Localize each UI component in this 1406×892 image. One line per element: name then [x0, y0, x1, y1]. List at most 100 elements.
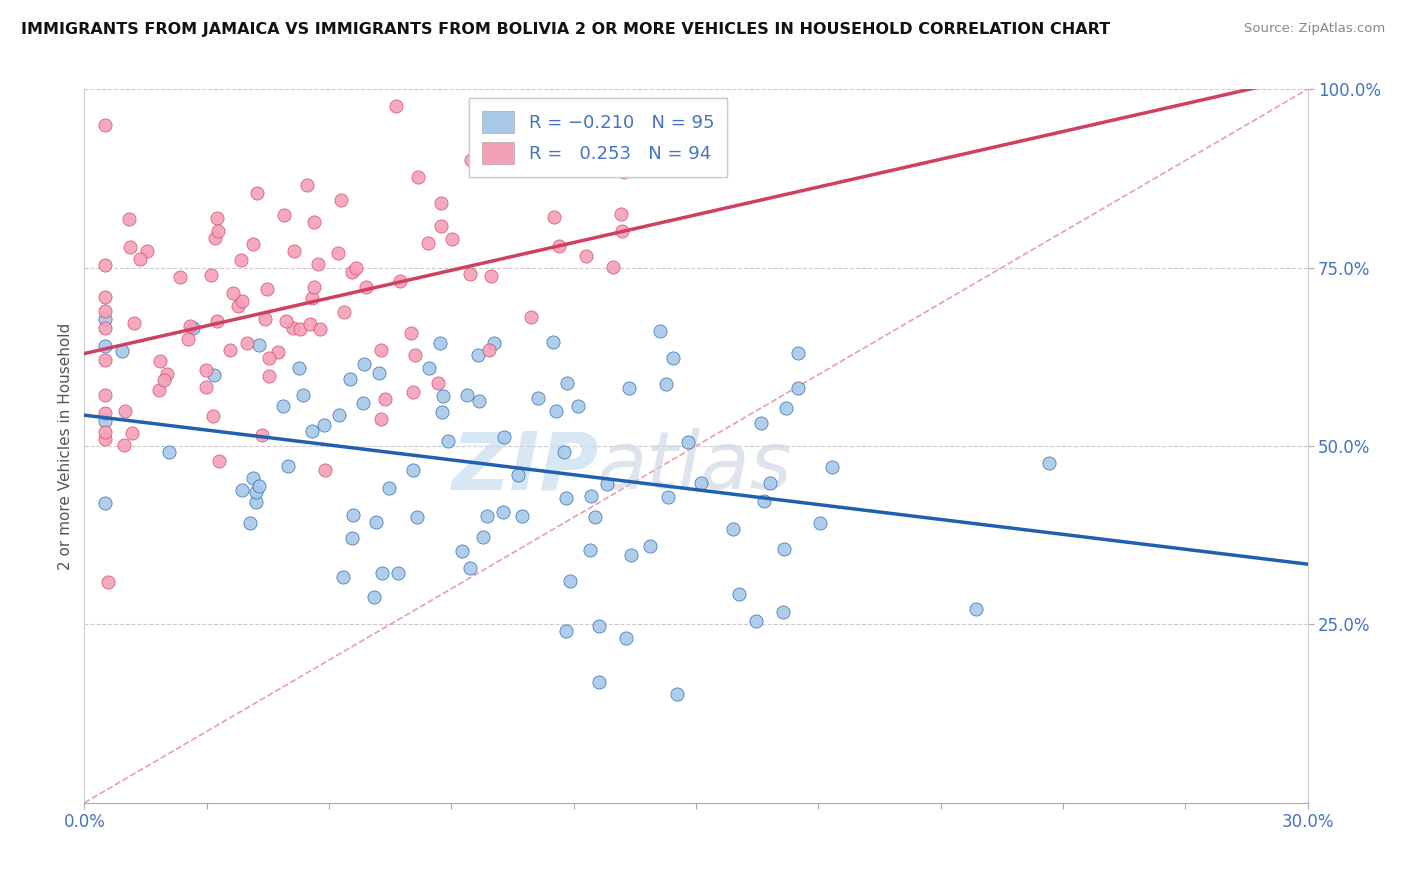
Point	[202, 368, 225, 382]
Point	[786, 381, 808, 395]
Point	[368, 366, 391, 380]
Point	[555, 624, 578, 638]
Point	[356, 279, 378, 293]
Point	[332, 570, 354, 584]
Point	[308, 322, 330, 336]
Point	[690, 476, 713, 491]
Point	[253, 312, 276, 326]
Text: Source: ZipAtlas.com: Source: ZipAtlas.com	[1244, 22, 1385, 36]
Point	[342, 508, 364, 523]
Point	[520, 310, 543, 324]
Point	[965, 602, 987, 616]
Point	[402, 463, 425, 477]
Point	[208, 453, 231, 467]
Point	[152, 373, 174, 387]
Point	[617, 381, 640, 395]
Point	[249, 338, 271, 352]
Point	[583, 509, 606, 524]
Point	[247, 479, 270, 493]
Point	[510, 508, 533, 523]
Point	[314, 463, 336, 477]
Point	[148, 384, 170, 398]
Point	[352, 396, 374, 410]
Point	[416, 235, 439, 250]
Point	[245, 495, 267, 509]
Point	[478, 343, 501, 357]
Point	[370, 343, 392, 358]
Point	[301, 424, 323, 438]
Point	[277, 459, 299, 474]
Point	[346, 260, 368, 275]
Point	[242, 237, 264, 252]
Point	[207, 224, 229, 238]
Point	[273, 399, 295, 413]
Point	[114, 403, 136, 417]
Point	[648, 324, 671, 338]
Point	[475, 509, 498, 524]
Point	[666, 687, 689, 701]
Point	[302, 215, 325, 229]
Point	[245, 484, 267, 499]
Point	[93, 425, 115, 439]
Point	[229, 253, 252, 268]
Point	[157, 445, 180, 459]
Point	[222, 286, 245, 301]
Y-axis label: 2 or more Vehicles in Household: 2 or more Vehicles in Household	[58, 322, 73, 570]
Point	[177, 332, 200, 346]
Point	[256, 282, 278, 296]
Point	[181, 320, 204, 334]
Point	[548, 239, 571, 253]
Point	[479, 269, 502, 284]
Point	[288, 322, 311, 336]
Point	[257, 351, 280, 366]
Point	[194, 380, 217, 394]
Point	[93, 432, 115, 446]
Point	[179, 319, 201, 334]
Point	[332, 305, 354, 319]
Point	[239, 516, 262, 530]
Point	[93, 290, 115, 304]
Point	[404, 348, 426, 362]
Point	[1038, 456, 1060, 470]
Point	[266, 345, 288, 359]
Point	[467, 348, 489, 362]
Point	[129, 252, 152, 266]
Point	[554, 115, 576, 129]
Point	[588, 675, 610, 690]
Point	[194, 363, 217, 377]
Point	[471, 530, 494, 544]
Point	[304, 280, 326, 294]
Point	[575, 249, 598, 263]
Point	[408, 169, 430, 184]
Point	[494, 430, 516, 444]
Point	[458, 561, 481, 575]
Point	[330, 193, 353, 207]
Point	[429, 336, 451, 351]
Point	[97, 574, 120, 589]
Point	[169, 269, 191, 284]
Point	[553, 444, 575, 458]
Point	[291, 388, 314, 402]
Point	[112, 438, 135, 452]
Point	[370, 412, 392, 426]
Point	[567, 399, 589, 413]
Point	[340, 264, 363, 278]
Legend: R = −0.210   N = 95, R =   0.253   N = 94: R = −0.210 N = 95, R = 0.253 N = 94	[470, 98, 727, 177]
Point	[363, 591, 385, 605]
Point	[460, 153, 482, 167]
Point	[775, 401, 797, 415]
Point	[427, 376, 450, 390]
Point	[620, 549, 643, 563]
Point	[242, 471, 264, 485]
Point	[149, 354, 172, 368]
Point	[295, 178, 318, 193]
Point	[385, 99, 408, 113]
Point	[613, 165, 636, 179]
Point	[609, 207, 631, 221]
Point	[328, 408, 350, 422]
Point	[543, 210, 565, 224]
Point	[482, 335, 505, 350]
Point	[579, 489, 602, 503]
Point	[772, 605, 794, 619]
Point	[93, 388, 115, 402]
